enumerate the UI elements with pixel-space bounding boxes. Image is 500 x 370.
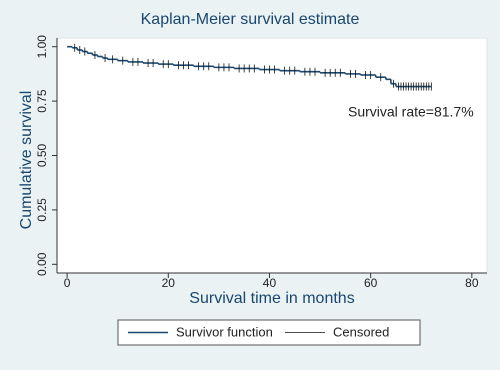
x-tick-label: 40 <box>263 276 277 290</box>
y-axis-label: Cumulative survival <box>18 91 35 230</box>
y-tick-label: 0.50 <box>35 143 49 167</box>
x-tick-label: 0 <box>64 276 71 290</box>
plot-area <box>56 37 488 274</box>
x-tick-label: 60 <box>364 276 378 290</box>
y-tick-label: 1.00 <box>35 35 49 59</box>
chart-title: Kaplan-Meier survival estimate <box>141 11 360 28</box>
x-tick-label: 80 <box>465 276 479 290</box>
y-tick-label: 0.00 <box>35 252 49 276</box>
y-tick-label: 0.25 <box>35 198 49 222</box>
x-axis-label: Survival time in months <box>189 290 354 307</box>
legend <box>117 319 421 346</box>
y-tick-label: 0.75 <box>35 89 49 113</box>
x-tick-label: 20 <box>162 276 176 290</box>
legend-label: Censored <box>333 324 389 339</box>
legend-label: Survivor function <box>176 324 273 339</box>
annotation: Survival rate=81.7% <box>348 104 474 120</box>
